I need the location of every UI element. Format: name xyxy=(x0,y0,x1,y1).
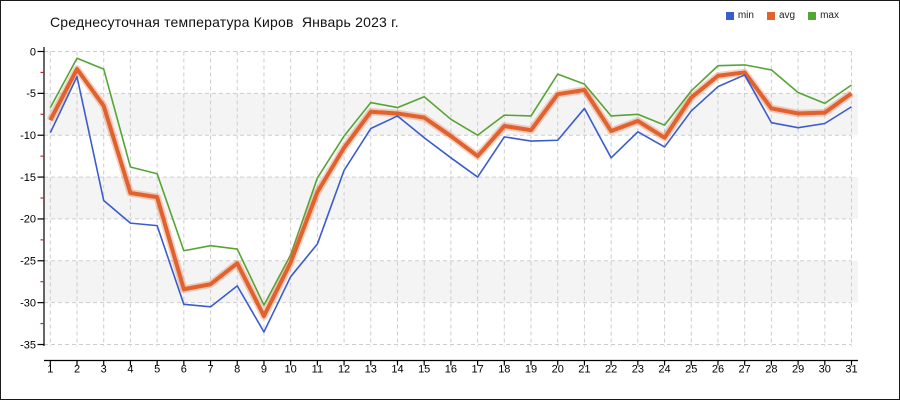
x-tick-label: 1 xyxy=(47,364,53,376)
x-tick-label: 22 xyxy=(605,364,617,376)
x-tick-label: 28 xyxy=(765,364,777,376)
x-tick-label: 29 xyxy=(792,364,804,376)
series-lines xyxy=(46,57,854,333)
x-tick-label: 4 xyxy=(127,364,133,376)
y-minor-ticks xyxy=(40,71,44,325)
max-series-line xyxy=(49,57,852,306)
x-tick-label: 9 xyxy=(261,364,267,376)
x-tick-label: 5 xyxy=(154,364,160,376)
x-tick-label: 13 xyxy=(365,364,377,376)
x-tick-label: 24 xyxy=(658,364,670,376)
min-series-swatch-icon xyxy=(725,11,734,20)
x-tick-label: 11 xyxy=(312,364,323,376)
y-tick-label: -20 xyxy=(20,214,36,226)
x-tick-label: 17 xyxy=(471,364,483,376)
y-tick-label: -30 xyxy=(20,297,36,309)
chart-legend: min avg max xyxy=(725,10,839,21)
legend-item-min: min xyxy=(725,10,754,21)
min-series-line xyxy=(49,74,852,333)
x-tick-label: 18 xyxy=(498,364,510,376)
x-tick-label: 26 xyxy=(712,364,724,376)
x-tick-label: 21 xyxy=(578,364,590,376)
x-tick-label: 7 xyxy=(207,364,213,376)
axes xyxy=(37,47,858,366)
legend-label-max: max xyxy=(820,10,839,21)
legend-label-avg: avg xyxy=(778,10,796,21)
y-tick-label: -35 xyxy=(20,339,36,351)
legend-item-avg: avg xyxy=(766,10,796,21)
avg-series-line xyxy=(48,67,853,319)
x-tick-label: 30 xyxy=(819,364,831,376)
legend-label-min: min xyxy=(737,10,754,21)
x-tick-label: 19 xyxy=(525,364,537,376)
axis-labels: 0-5-10-15-20-25-30-351 2 3 4 5 6 7 8 9 10 11 12 13 14… xyxy=(20,46,858,375)
avg-series-swatch-icon xyxy=(766,11,775,20)
y-tick-label: -10 xyxy=(20,130,36,142)
y-tick-label: 0 xyxy=(30,46,36,58)
y-tick-label: -25 xyxy=(20,256,36,268)
x-tick-label: 14 xyxy=(391,364,403,376)
max-series-swatch-icon xyxy=(808,11,817,20)
x-tick-label: 12 xyxy=(338,364,350,376)
x-tick-label: 27 xyxy=(739,364,751,376)
x-tick-label: 23 xyxy=(632,364,644,376)
x-tick-label: 8 xyxy=(234,364,240,376)
x-tick-label: 25 xyxy=(685,364,697,376)
chart-title: Среднесуточная температура Киров Январь … xyxy=(50,14,399,30)
y-tick-label: -5 xyxy=(26,88,36,100)
x-tick-label: 3 xyxy=(101,364,107,376)
x-tick-label: 15 xyxy=(418,364,430,376)
x-tick-label: 6 xyxy=(181,364,187,376)
x-tick-label: 2 xyxy=(74,364,80,376)
y-tick-label: -15 xyxy=(20,172,36,184)
gridlines xyxy=(44,51,852,347)
x-tick-label: 20 xyxy=(552,364,564,376)
x-tick-label: 31 xyxy=(845,364,857,376)
legend-item-max: max xyxy=(808,10,839,21)
x-tick-label: 10 xyxy=(285,364,297,376)
x-tick-label: 16 xyxy=(445,364,457,376)
